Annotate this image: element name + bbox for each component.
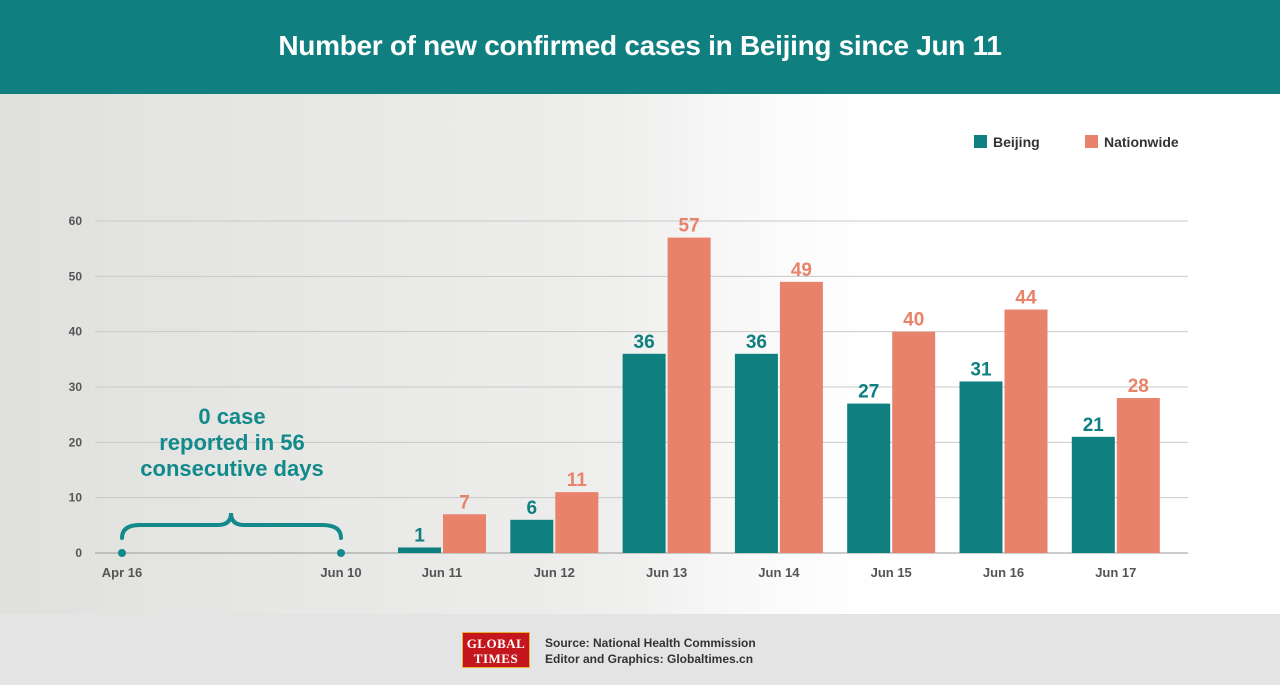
zero-case-note: 0 case reported in 56 consecutive days (112, 404, 352, 482)
bar-nationwide (892, 331, 936, 553)
data-label-nationwide: 11 (567, 470, 588, 491)
note-line-3: consecutive days (140, 456, 324, 481)
logo-text-2: TIMES (473, 651, 519, 666)
legend-label-nationwide: Nationwide (1104, 134, 1179, 150)
bar-beijing (622, 353, 666, 553)
footer-bar (0, 614, 1280, 685)
x-tick-label: Jun 14 (758, 565, 800, 580)
x-tick-label: Jun 12 (534, 565, 575, 580)
legend-item-beijing: Beijing (974, 134, 1040, 150)
x-tick-label: Jun 16 (983, 565, 1024, 580)
bar-nationwide (1116, 398, 1160, 553)
x-tick-label: Jun 11 (422, 565, 462, 580)
background-photo (0, 94, 1280, 614)
y-tick-label: 60 (69, 214, 83, 228)
bar-beijing (1071, 436, 1115, 553)
legend-swatch-beijing (974, 135, 987, 148)
y-tick-label: 0 (75, 546, 82, 560)
data-label-beijing: 36 (634, 332, 655, 353)
header-bar: Number of new confirmed cases in Beijing… (0, 0, 1280, 94)
bar-beijing (398, 547, 441, 553)
y-tick-label: 10 (69, 491, 83, 505)
data-label-nationwide: 7 (459, 492, 470, 513)
bar-nationwide (555, 492, 599, 553)
data-label-nationwide: 49 (791, 260, 812, 281)
period-end-dot (337, 549, 345, 557)
period-brace (120, 512, 343, 540)
period-start-dot (118, 549, 126, 557)
y-tick-label: 40 (69, 325, 83, 339)
bar-beijing (847, 403, 891, 553)
y-tick-label: 50 (69, 269, 83, 283)
data-label-beijing: 21 (1083, 415, 1105, 436)
x-tick-label: Jun 15 (871, 565, 912, 580)
data-label-beijing: 1 (414, 525, 425, 546)
period-label: Jun 10 (320, 565, 361, 580)
period-label: Apr 16 (102, 565, 142, 580)
editor-credit: Editor and Graphics: Globaltimes.cn (545, 652, 754, 666)
data-label-beijing: 27 (858, 382, 879, 403)
source-credit: Source: National Health Commission (545, 636, 756, 650)
note-line-2: reported in 56 (159, 430, 305, 455)
global-times-logo: GLOBAL TIMES (462, 632, 530, 668)
legend-item-nationwide: Nationwide (1085, 134, 1179, 150)
bar-nationwide (1004, 309, 1048, 553)
data-label-nationwide: 44 (1015, 288, 1037, 309)
note-line-1: 0 case (198, 404, 266, 429)
y-tick-label: 20 (69, 435, 83, 449)
credits: Source: National Health Commission Edito… (545, 635, 756, 667)
data-label-nationwide: 28 (1128, 376, 1149, 397)
data-label-beijing: 36 (746, 332, 767, 353)
bar-nationwide (667, 237, 711, 553)
logo-text-1: GLOBAL (466, 636, 526, 651)
bar-beijing (959, 381, 1003, 553)
bar-beijing (734, 353, 778, 553)
data-label-nationwide: 40 (903, 310, 924, 331)
chart-title: Number of new confirmed cases in Beijing… (278, 30, 1002, 61)
data-label-nationwide: 57 (679, 216, 700, 237)
bar-nationwide (443, 514, 486, 553)
legend-label-beijing: Beijing (993, 134, 1040, 150)
y-tick-label: 30 (69, 380, 83, 394)
bar-nationwide (779, 281, 823, 553)
bar-beijing (510, 519, 554, 553)
x-tick-label: Jun 13 (646, 565, 687, 580)
x-tick-label: Jun 17 (1095, 565, 1136, 580)
legend-swatch-nationwide (1085, 135, 1098, 148)
data-label-beijing: 31 (970, 359, 992, 380)
data-label-beijing: 6 (527, 498, 538, 519)
